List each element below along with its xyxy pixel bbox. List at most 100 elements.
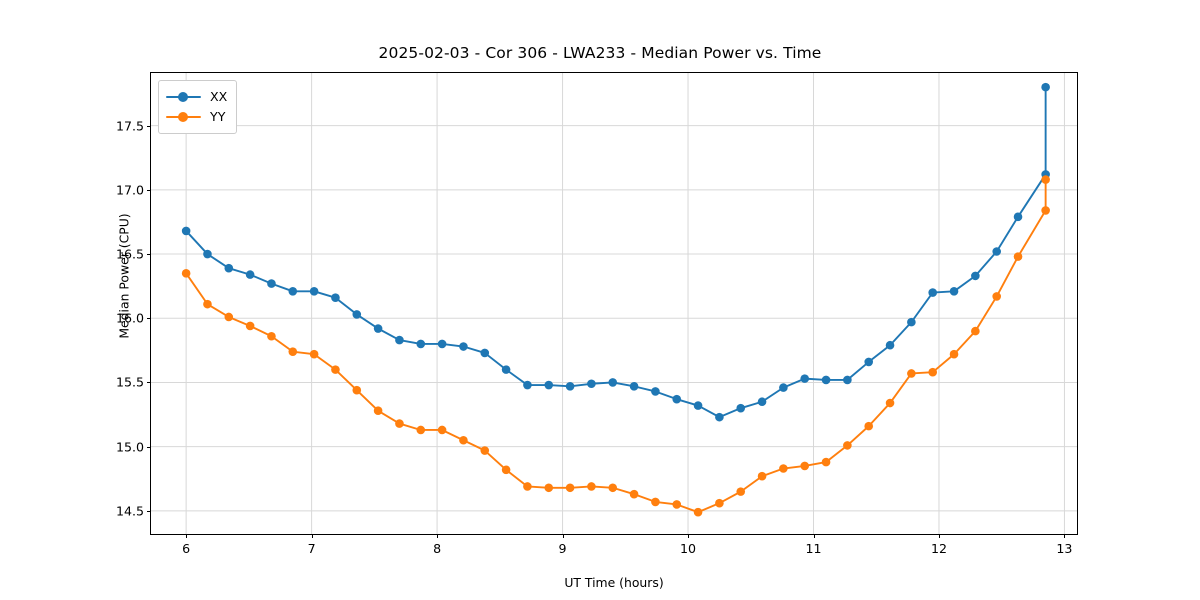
y-tick-label: 17.0 [115,182,144,198]
data-point-xx [352,310,362,319]
x-tick-label: 10 [680,541,697,556]
y-tick-label: 17.5 [115,118,144,134]
data-point-xx [907,317,916,327]
data-point-yy [928,367,938,377]
data-point-yy [672,500,682,509]
data-point-xx [992,247,1001,256]
data-point-yy [971,326,980,336]
data-point-yy [437,425,447,435]
x-tick-mark [311,534,313,538]
data-point-xx [587,379,596,389]
data-point-yy [224,312,234,322]
data-point-xx [608,378,618,387]
data-point-yy [992,292,1001,301]
legend[interactable]: XX YY [158,80,238,134]
data-point-yy [779,464,788,473]
x-tick-label: 11 [805,541,822,556]
data-point-xx [693,401,703,410]
data-point-xx [885,340,895,350]
data-point-xx [757,397,767,407]
data-point-xx [395,335,404,345]
y-axis-label: Median Power (CPU) [116,213,132,339]
data-point-yy [1041,206,1050,215]
y-tick-label: 16.5 [115,246,144,262]
data-point-xx [672,394,682,404]
y-tick-mark [147,446,151,448]
data-point-yy [907,369,916,378]
data-point-yy [331,365,340,374]
data-point-xx [736,403,746,413]
data-point-xx [523,380,532,390]
y-tick-mark [147,382,151,384]
y-tick-label: 15.5 [115,374,144,390]
data-point-xx [928,288,938,297]
data-point-xx [843,375,852,385]
data-point-yy [629,489,639,499]
data-point-yy [736,487,746,496]
x-axis-label: UT Time (hours) [564,575,664,590]
legend-label-yy: YY [210,108,226,124]
data-point-xx [224,263,234,273]
x-tick-mark [688,534,690,538]
data-point-yy [1041,175,1050,184]
x-tick-mark [437,534,439,538]
data-point-xx [651,387,660,396]
series-line-yy [185,178,1047,514]
data-point-xx [245,270,255,279]
data-point-yy [608,483,618,493]
data-point-yy [949,349,959,359]
data-point-yy [843,441,852,450]
data-point-xx [629,382,639,391]
data-point-yy [587,482,596,491]
data-point-yy [523,482,532,491]
y-tick-mark [147,125,151,127]
data-point-yy [885,398,895,408]
data-point-yy [501,465,511,475]
x-tick-label: 9 [558,541,567,556]
legend-marker-xx [178,92,188,102]
data-point-yy [864,421,874,431]
legend-item-yy[interactable]: YY [166,107,227,127]
data-point-yy [245,321,255,331]
y-tick-label: 15.0 [115,439,144,455]
data-point-xx [715,412,724,422]
data-point-xx [416,339,426,349]
legend-item-xx[interactable]: XX [166,87,227,107]
data-point-xx [779,383,788,392]
data-point-yy [352,385,362,395]
data-point-xx [544,380,554,390]
data-point-xx [288,287,298,296]
data-point-yy [565,483,575,493]
data-point-xx [459,342,468,351]
data-point-yy [651,497,660,507]
x-tick-mark [1064,534,1066,538]
data-point-yy [544,483,554,493]
data-point-xx [373,324,383,333]
y-tick-label: 16.0 [115,310,144,326]
data-point-yy [459,435,468,445]
data-point-xx [437,339,447,349]
x-tick-label: 8 [433,541,442,556]
y-tick-mark [147,510,151,512]
data-point-yy [800,461,810,471]
x-tick-label: 7 [307,541,316,556]
y-tick-mark [147,318,151,320]
data-point-xx [949,287,959,296]
data-point-xx [971,271,980,281]
x-tick-mark [562,534,564,538]
y-tick-mark [147,254,151,256]
y-tick-label: 14.5 [115,503,144,519]
data-point-yy [203,299,212,309]
data-point-xx [565,382,575,391]
x-tick-label: 12 [930,541,947,556]
data-point-xx [1013,212,1023,222]
data-point-xx [501,365,511,374]
data-point-yy [416,425,426,435]
data-point-yy [757,471,767,481]
data-point-xx [480,348,490,358]
grid-layer [151,73,1077,534]
data-point-xx [821,375,831,385]
chart-title: 2025-02-03 - Cor 306 - LWA233 - Median P… [378,44,822,62]
data-point-yy [181,269,191,278]
data-point-yy [715,498,724,508]
